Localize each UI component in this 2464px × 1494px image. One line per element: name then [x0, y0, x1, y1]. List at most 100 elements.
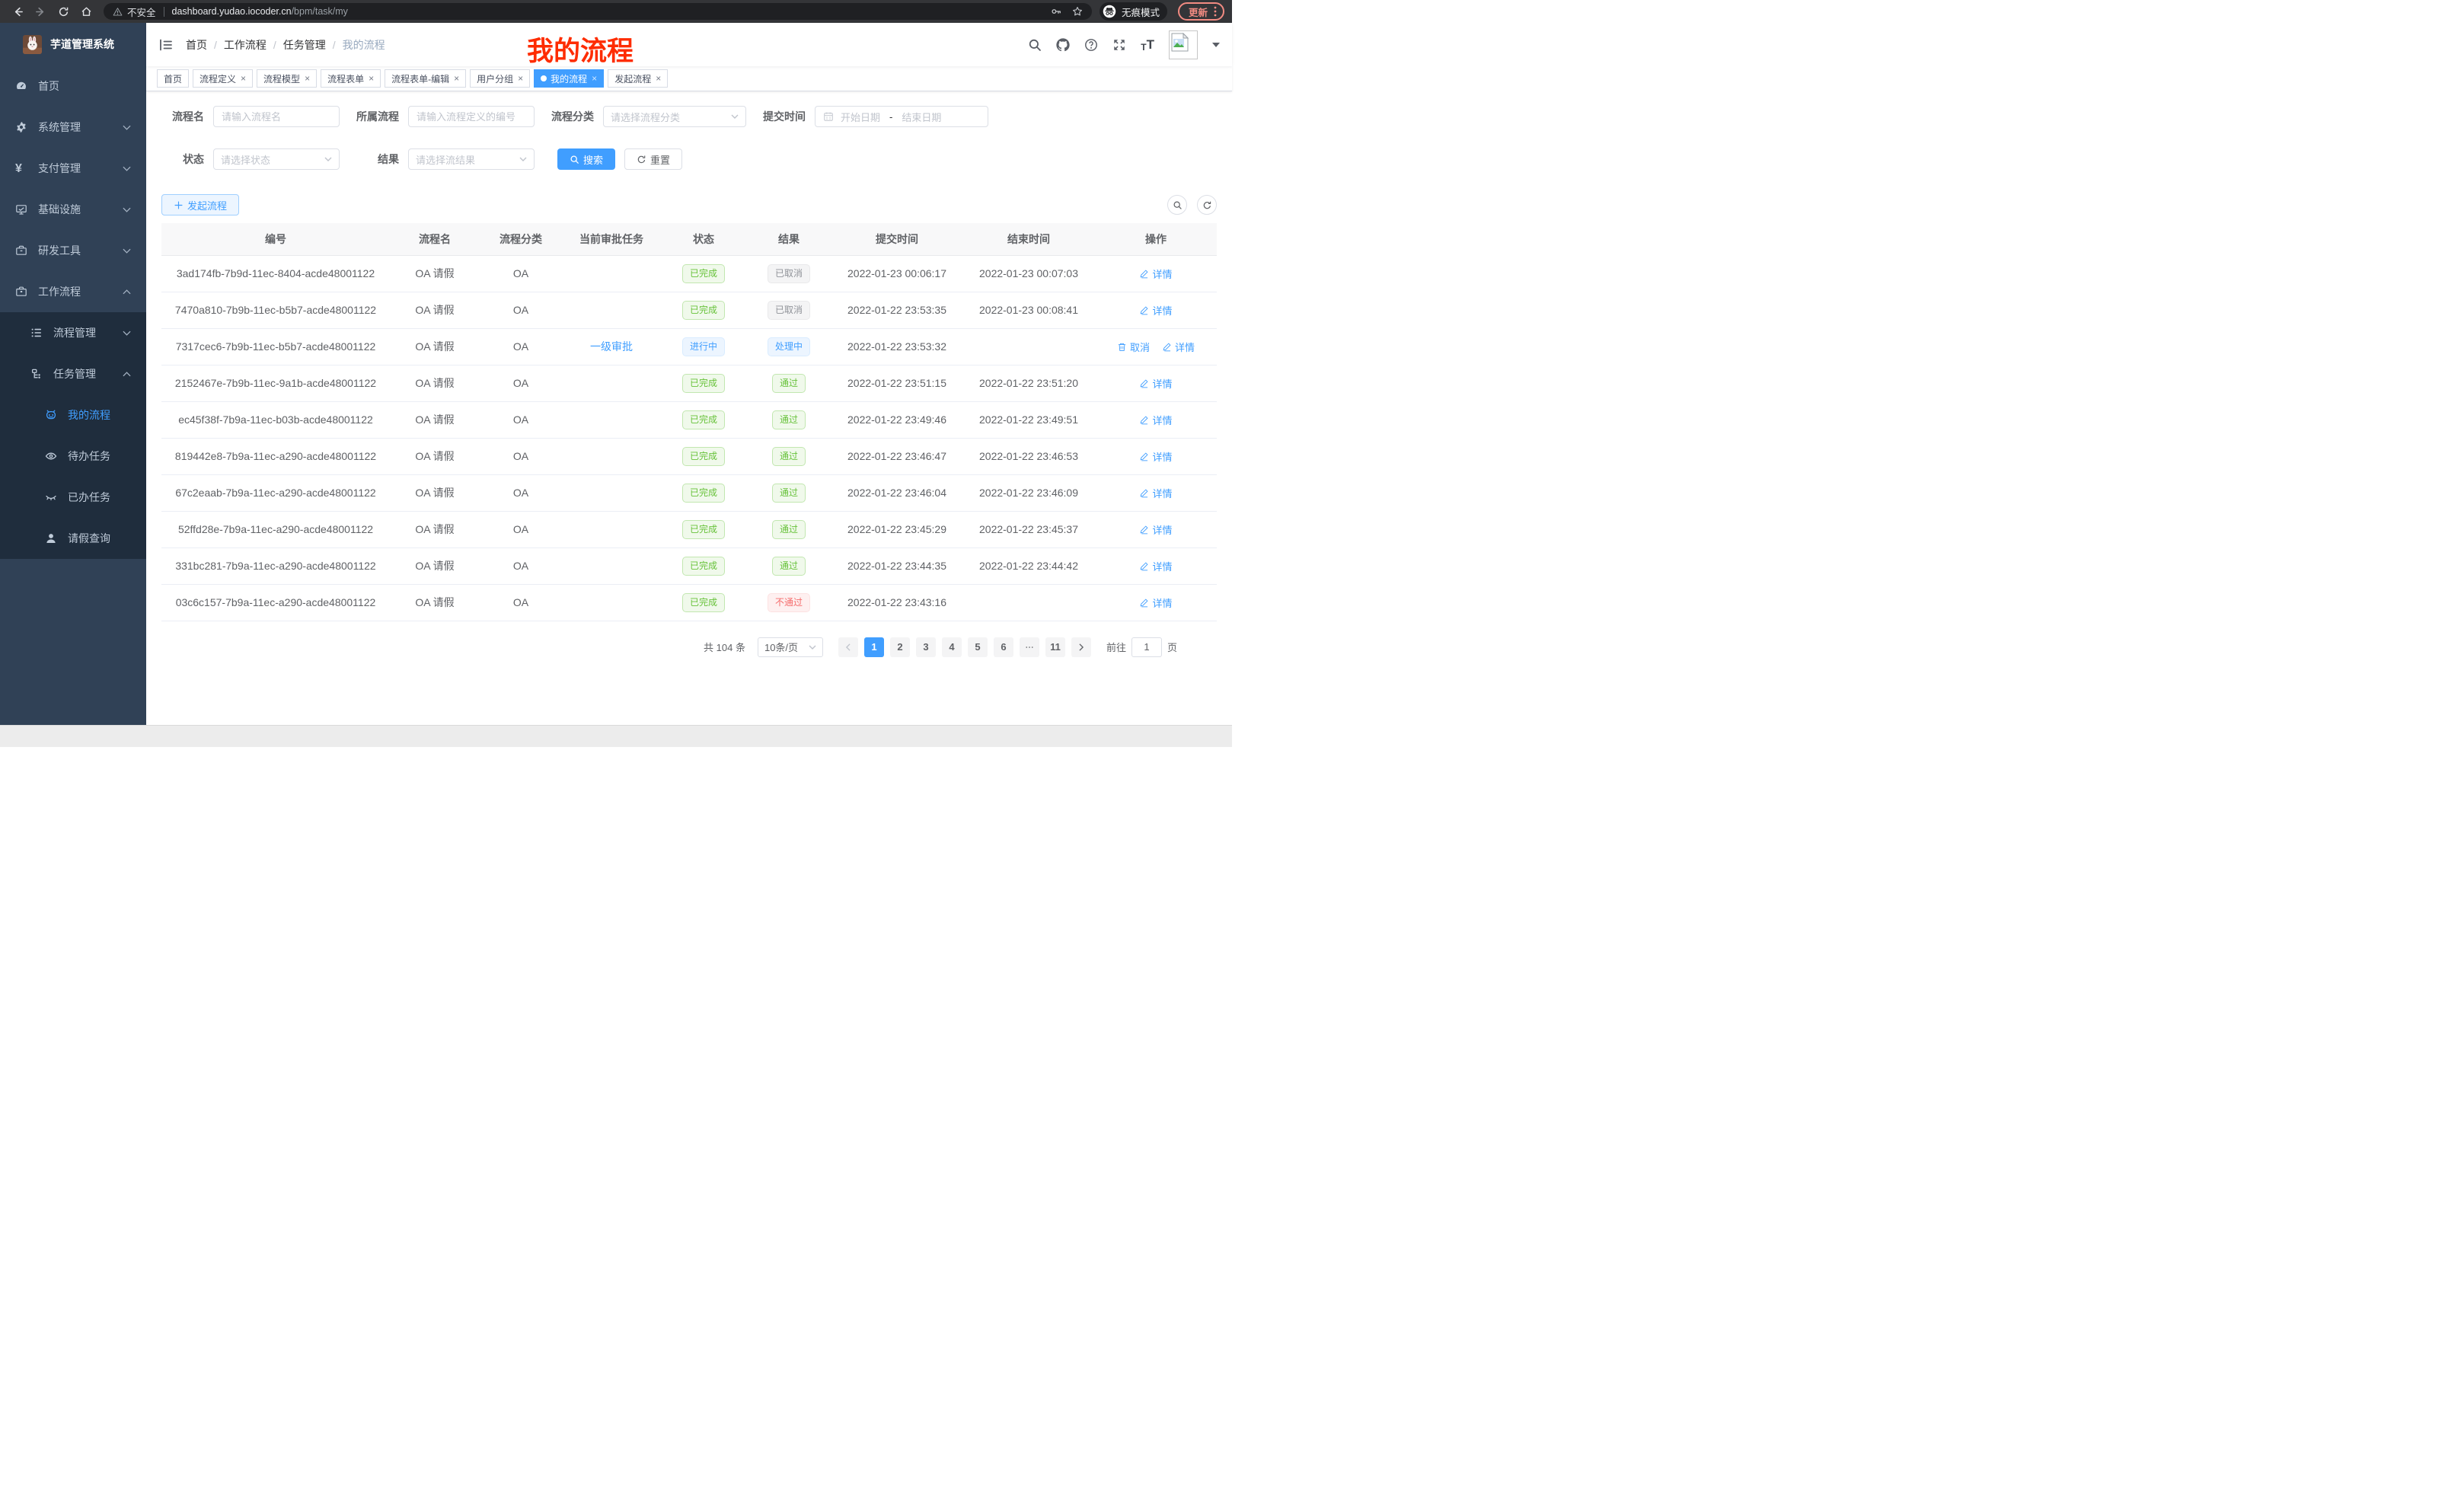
search-button[interactable]: 搜索 — [557, 148, 616, 170]
address-bar[interactable]: 不安全 dashboard.yudao.iocoder.cn/bpm/task/… — [104, 3, 1092, 20]
cell-category: OA — [480, 584, 562, 621]
date-range-picker[interactable]: 开始日期 - 结束日期 — [815, 106, 988, 127]
cell-end-time: 2022-01-22 23:46:53 — [962, 438, 1095, 475]
next-page-button[interactable] — [1071, 637, 1091, 657]
help-icon[interactable] — [1084, 38, 1098, 52]
page-button-6[interactable]: 6 — [993, 637, 1013, 657]
result-badge: 处理中 — [767, 337, 810, 356]
refresh-table-button[interactable] — [1197, 195, 1217, 215]
browser-home-icon[interactable] — [76, 2, 96, 21]
breadcrumb-task-mgmt[interactable]: 任务管理 — [282, 38, 326, 51]
browser-back-icon[interactable] — [8, 2, 27, 21]
filter-row-2: 状态 请选择状态 结果 请选择流结果 搜索 — [161, 148, 1217, 170]
app-title: 芋道管理系统 — [50, 38, 114, 50]
github-icon[interactable] — [1056, 37, 1070, 52]
page-button-3[interactable]: 3 — [915, 637, 936, 657]
browser-refresh-icon[interactable] — [53, 2, 73, 21]
sidebar-item-my-process[interactable]: 我的流程 — [0, 394, 146, 436]
sidebar-item-workflow[interactable]: 工作流程 — [0, 271, 146, 312]
update-button[interactable]: 更新 — [1177, 2, 1224, 21]
detail-action-link[interactable]: 详情 — [1139, 413, 1173, 427]
breadcrumb-workflow[interactable]: 工作流程 — [223, 38, 267, 51]
close-icon[interactable]: × — [656, 73, 662, 84]
fullscreen-icon[interactable] — [1112, 38, 1126, 52]
cell-status: 已完成 — [661, 292, 746, 329]
header-search-icon[interactable] — [1028, 38, 1042, 52]
status-select[interactable]: 请选择状态 — [213, 148, 340, 170]
tab-process-form-edit[interactable]: 流程表单-编辑 × — [385, 69, 467, 88]
tab-my-process[interactable]: 我的流程 × — [534, 69, 605, 88]
avatar[interactable] — [1169, 30, 1198, 59]
sidebar-item-infrastructure[interactable]: 基础设施 — [0, 189, 146, 230]
sidebar-item-label: 首页 — [38, 80, 59, 92]
sidebar-item-done-tasks[interactable]: 已办任务 — [0, 477, 146, 518]
close-icon[interactable]: × — [454, 73, 460, 84]
cell-actions: 详情 — [1095, 438, 1217, 475]
page-size-select[interactable]: 10条/页 — [757, 637, 823, 657]
detail-action-link[interactable]: 详情 — [1139, 522, 1173, 537]
page-button-4[interactable]: 4 — [941, 637, 962, 657]
result-badge: 通过 — [771, 483, 806, 503]
category-select[interactable]: 请选择流程分类 — [603, 106, 746, 127]
browser-forward-icon[interactable] — [30, 2, 50, 21]
tab-process-definition[interactable]: 流程定义 × — [193, 69, 254, 88]
chevron-down-icon — [809, 645, 816, 650]
detail-action-link[interactable]: 详情 — [1139, 449, 1173, 464]
page-button-2[interactable]: 2 — [889, 637, 910, 657]
close-icon[interactable]: × — [241, 73, 247, 84]
sidebar-item-task-mgmt[interactable]: 任务管理 — [0, 353, 146, 394]
user-menu-caret-icon[interactable] — [1212, 42, 1220, 47]
close-icon[interactable]: × — [369, 73, 375, 84]
close-icon[interactable]: × — [592, 73, 598, 84]
key-icon[interactable] — [1051, 6, 1061, 17]
tab-user-group[interactable]: 用户分组 × — [470, 69, 531, 88]
sidebar-item-process-mgmt[interactable]: 流程管理 — [0, 312, 146, 353]
detail-action-link[interactable]: 详情 — [1139, 376, 1173, 391]
app-logo[interactable]: 芋道管理系统 — [0, 23, 146, 65]
show-search-button[interactable] — [1167, 195, 1187, 215]
cell-process-name: OA 请假 — [390, 511, 480, 548]
bookmark-star-icon[interactable] — [1072, 6, 1083, 17]
detail-action-link[interactable]: 详情 — [1139, 267, 1173, 281]
reset-button[interactable]: 重置 — [624, 148, 683, 170]
sidebar-item-payment[interactable]: ¥ 支付管理 — [0, 148, 146, 189]
breadcrumb-home[interactable]: 首页 — [186, 38, 207, 51]
sidebar-item-leave-query[interactable]: 请假查询 — [0, 518, 146, 559]
tab-home[interactable]: 首页 — [157, 69, 190, 88]
tab-start-process[interactable]: 发起流程 × — [608, 69, 669, 88]
browser-menu-icon[interactable] — [1214, 6, 1217, 17]
page-button-11[interactable]: 11 — [1045, 637, 1065, 657]
hamburger-icon[interactable] — [158, 37, 174, 53]
current-task-link[interactable]: 一级审批 — [590, 340, 633, 353]
process-definition-input[interactable] — [408, 106, 535, 127]
create-process-button[interactable]: 发起流程 — [161, 194, 240, 215]
refresh-icon — [637, 155, 646, 163]
goto-page-input[interactable] — [1131, 637, 1162, 657]
detail-action-link[interactable]: 详情 — [1162, 340, 1195, 354]
tab-process-model[interactable]: 流程模型 × — [257, 69, 318, 88]
prev-page-button[interactable] — [838, 637, 858, 657]
sidebar-item-todo-tasks[interactable]: 待办任务 — [0, 436, 146, 477]
sidebar-item-system[interactable]: 系统管理 — [0, 107, 146, 148]
detail-action-link[interactable]: 详情 — [1139, 595, 1173, 610]
tab-label: 发起流程 — [614, 73, 652, 85]
active-tab-dot-icon — [541, 75, 547, 81]
sidebar-item-label: 待办任务 — [68, 450, 110, 462]
sidebar-item-home[interactable]: 首页 — [0, 65, 146, 107]
close-icon[interactable]: × — [305, 73, 311, 84]
page-button-5[interactable]: 5 — [967, 637, 988, 657]
cell-current-task — [562, 438, 661, 475]
close-icon[interactable]: × — [518, 73, 524, 84]
result-select[interactable]: 请选择流结果 — [408, 148, 535, 170]
tab-process-form[interactable]: 流程表单 × — [321, 69, 381, 88]
sidebar-item-dev-tools[interactable]: 研发工具 — [0, 230, 146, 271]
process-name-input[interactable] — [213, 106, 340, 127]
cancel-action-link[interactable]: 取消 — [1117, 340, 1150, 354]
page-button-1[interactable]: 1 — [863, 637, 884, 657]
table-row: 52ffd28e-7b9a-11ec-a290-acde48001122 OA 请… — [161, 511, 1217, 548]
more-pages-icon[interactable] — [1019, 637, 1039, 657]
detail-action-link[interactable]: 详情 — [1139, 559, 1173, 573]
detail-action-link[interactable]: 详情 — [1139, 486, 1173, 500]
detail-action-link[interactable]: 详情 — [1139, 303, 1173, 318]
